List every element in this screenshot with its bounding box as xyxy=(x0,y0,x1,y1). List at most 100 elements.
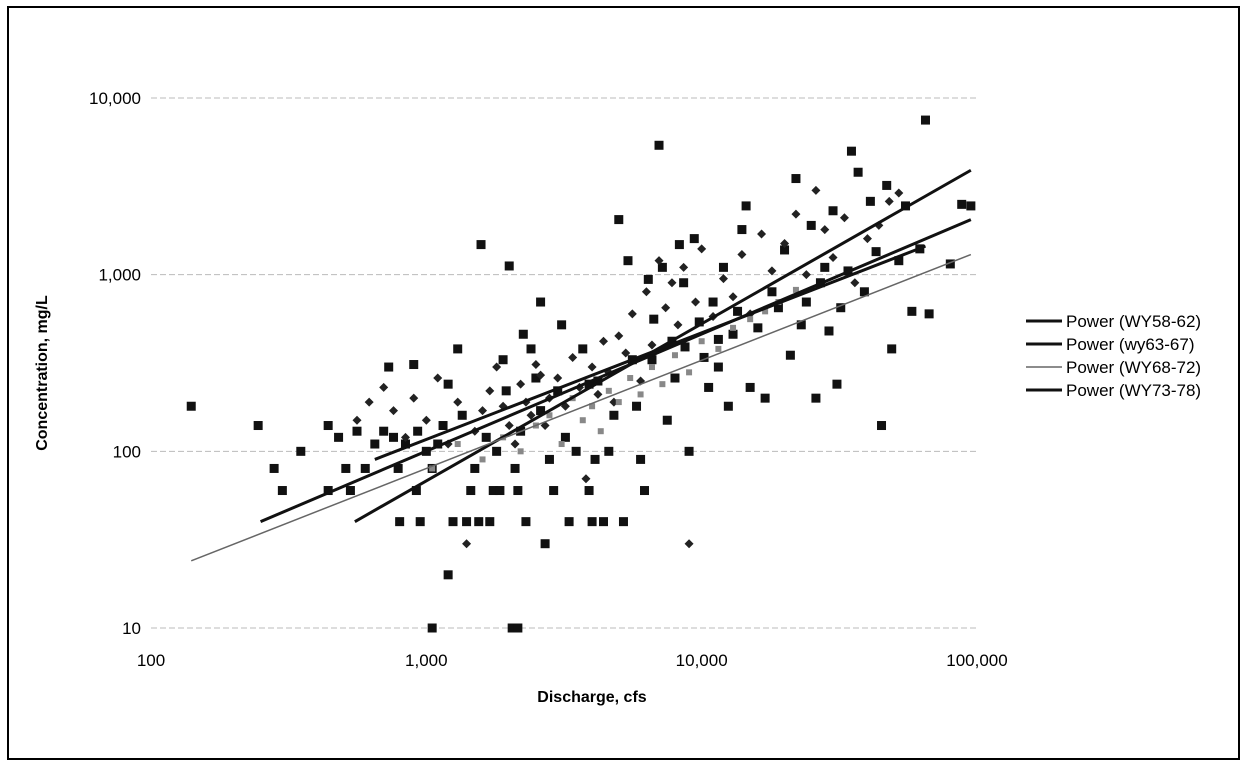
data-point-square xyxy=(438,421,448,431)
data-point-square xyxy=(476,240,486,250)
data-point-light xyxy=(637,391,644,398)
chart-frame: 10 100 1,000 10,000 100 1,000 10,000 100,000 D… xyxy=(7,6,1240,760)
y-tick-label: 1,000 xyxy=(98,266,141,285)
data-point-square xyxy=(832,379,842,389)
data-point-square xyxy=(510,463,520,473)
data-point-square xyxy=(824,326,834,336)
data-point-square xyxy=(662,415,672,425)
x-axis-title: Discharge, cfs xyxy=(537,689,646,706)
data-point-diamond xyxy=(811,185,821,195)
data-point-diamond xyxy=(504,421,514,431)
data-point-square xyxy=(560,432,570,442)
legend-item-label: Power (wy63-67) xyxy=(1066,335,1195,354)
data-point-square xyxy=(723,401,733,411)
data-point-square xyxy=(341,463,351,473)
data-point-diamond xyxy=(421,415,431,425)
data-point-square xyxy=(409,360,419,370)
data-point-square xyxy=(578,344,588,354)
trendline-2 xyxy=(354,168,972,523)
data-point-square xyxy=(488,486,498,496)
data-point-square xyxy=(780,245,790,255)
data-point-square xyxy=(647,355,657,365)
data-point-square xyxy=(393,463,403,473)
data-point-square xyxy=(753,323,763,333)
data-point-light xyxy=(730,324,737,331)
data-point-square xyxy=(593,376,603,386)
data-point-square xyxy=(704,382,714,392)
data-point-square xyxy=(360,463,370,473)
data-point-diamond xyxy=(850,278,860,288)
data-point-square xyxy=(670,373,680,383)
data-point-diamond xyxy=(478,406,488,416)
data-point-light xyxy=(597,428,604,435)
data-point-square xyxy=(352,426,362,436)
trendlines xyxy=(190,168,972,562)
data-point-square xyxy=(427,623,437,633)
data-point-square xyxy=(643,274,653,284)
data-point-square xyxy=(395,517,405,527)
data-point-diamond xyxy=(757,229,767,239)
data-point-square xyxy=(820,262,830,272)
data-point-diamond xyxy=(641,287,651,297)
data-point-square xyxy=(877,421,887,431)
data-point-light xyxy=(429,465,436,472)
data-point-diamond xyxy=(409,393,419,403)
data-point-square xyxy=(785,350,795,360)
data-point-diamond xyxy=(767,266,777,276)
legend-item-label: Power (WY68-72) xyxy=(1066,358,1201,377)
data-point-diamond xyxy=(510,439,520,449)
y-tick-label: 10,000 xyxy=(89,89,141,108)
data-point-square xyxy=(536,406,546,416)
data-point-light xyxy=(627,375,634,382)
data-point-diamond xyxy=(587,362,597,372)
data-point-square xyxy=(657,262,667,272)
data-point-square xyxy=(718,262,728,272)
data-point-square xyxy=(674,240,684,250)
x-axis-tick-labels: 100 1,000 10,000 100,000 xyxy=(137,651,1008,670)
data-point-square xyxy=(584,379,594,389)
data-point-square xyxy=(745,382,755,392)
data-point-square xyxy=(636,454,646,464)
data-point-diamond xyxy=(568,352,578,362)
data-point-square xyxy=(507,623,517,633)
data-point-square xyxy=(466,486,476,496)
y-tick-label: 100 xyxy=(113,442,141,461)
data-point-square xyxy=(253,421,263,431)
data-point-square xyxy=(609,410,619,420)
data-point-light xyxy=(615,399,622,406)
data-point-square xyxy=(413,426,423,436)
data-point-square xyxy=(549,486,559,496)
data-point-square xyxy=(836,303,846,313)
data-point-light xyxy=(686,369,693,376)
data-point-light xyxy=(479,456,486,463)
data-point-square xyxy=(945,259,955,269)
data-point-square xyxy=(504,261,514,271)
data-point-square xyxy=(887,344,897,354)
data-point-square xyxy=(584,486,594,496)
data-point-diamond xyxy=(691,297,701,307)
data-point-square xyxy=(871,247,881,257)
data-point-light xyxy=(648,364,655,371)
data-point-light xyxy=(715,345,722,352)
data-point-diamond xyxy=(536,370,546,380)
data-point-square xyxy=(448,517,458,527)
data-point-square xyxy=(737,225,747,235)
x-tick-label: 1,000 xyxy=(405,651,448,670)
data-point-square xyxy=(501,386,511,396)
data-point-diamond xyxy=(621,348,631,358)
data-point-square xyxy=(495,486,505,496)
data-point-square xyxy=(481,432,491,442)
data-point-light xyxy=(671,352,678,359)
trendline-3 xyxy=(190,253,972,562)
data-point-diamond xyxy=(728,292,738,302)
scatter-chart: 10 100 1,000 10,000 100 1,000 10,000 100,000 D… xyxy=(34,89,1201,706)
data-point-diamond xyxy=(801,270,811,280)
data-point-square xyxy=(623,256,633,266)
data-point-square xyxy=(708,297,718,307)
data-point-diamond xyxy=(553,373,563,383)
data-point-square xyxy=(640,486,650,496)
data-point-square xyxy=(801,297,811,307)
data-point-square xyxy=(853,167,863,177)
data-point-diamond xyxy=(352,415,362,425)
data-point-square xyxy=(269,463,279,473)
